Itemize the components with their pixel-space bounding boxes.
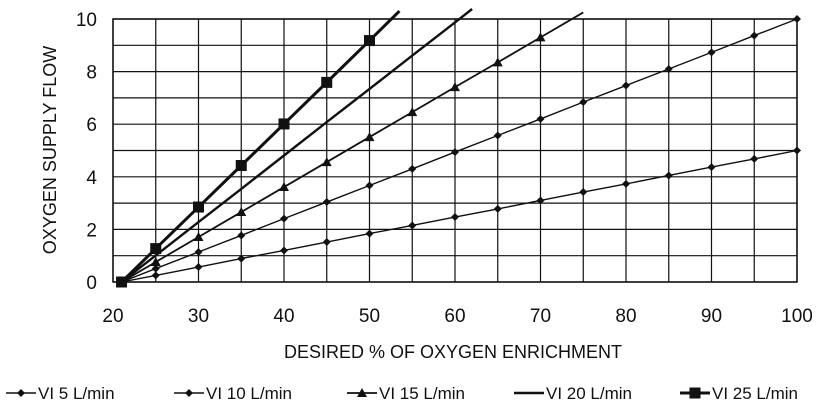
legend-item: VI 20 L/min bbox=[514, 384, 632, 403]
data-point bbox=[536, 114, 545, 123]
data-point bbox=[365, 181, 374, 190]
legend-label: VI 20 L/min bbox=[546, 384, 632, 403]
data-point bbox=[793, 15, 801, 23]
data-point bbox=[279, 182, 289, 192]
data-point bbox=[194, 263, 203, 272]
data-point bbox=[750, 31, 759, 40]
data-point bbox=[622, 81, 630, 90]
legend-item: VI 15 L/min bbox=[347, 384, 465, 403]
data-point bbox=[278, 118, 290, 130]
series-1 bbox=[117, 146, 801, 286]
data-point bbox=[151, 264, 160, 273]
legend-label: VI 15 L/min bbox=[379, 384, 465, 403]
data-point bbox=[750, 154, 759, 163]
data-point bbox=[321, 157, 332, 167]
data-point bbox=[193, 201, 204, 213]
data-point bbox=[364, 132, 375, 142]
y-tick-label: 8 bbox=[86, 63, 97, 84]
data-point bbox=[357, 388, 367, 397]
series-lines bbox=[116, 8, 801, 288]
legend-label: VI 25 L/min bbox=[712, 384, 798, 403]
data-point bbox=[535, 32, 546, 42]
legend-label: VI 10 L/min bbox=[206, 384, 292, 403]
data-point bbox=[579, 98, 588, 107]
data-point bbox=[17, 389, 25, 397]
data-point bbox=[450, 82, 460, 92]
legend-item: VI 5 L/min bbox=[6, 384, 115, 403]
data-point bbox=[493, 204, 502, 213]
series-3 bbox=[116, 11, 584, 286]
x-axis-title: DESIRED % OF OXYGEN ENRICHMENT bbox=[284, 342, 622, 362]
x-tick-label: 30 bbox=[188, 306, 209, 327]
data-point bbox=[194, 248, 203, 257]
tick-labels: 20 30 40 50 60 70 80 90 100 0 2 4 6 8 10 bbox=[76, 10, 813, 327]
data-point bbox=[150, 243, 162, 255]
x-tick-label: 90 bbox=[701, 306, 722, 327]
y-tick-label: 0 bbox=[86, 273, 97, 294]
data-point bbox=[689, 387, 701, 399]
series-line bbox=[121, 149, 798, 283]
data-point bbox=[185, 389, 193, 397]
series-4 bbox=[120, 8, 473, 283]
data-point bbox=[236, 207, 247, 217]
data-point bbox=[493, 131, 502, 140]
data-point bbox=[151, 271, 160, 280]
data-point bbox=[365, 229, 374, 238]
data-point bbox=[235, 159, 247, 171]
x-tick-label: 80 bbox=[615, 306, 636, 327]
data-point bbox=[664, 64, 673, 73]
data-point bbox=[322, 198, 331, 207]
x-tick-label: 70 bbox=[530, 306, 551, 327]
data-point bbox=[322, 238, 331, 247]
x-tick-label: 50 bbox=[359, 306, 380, 327]
data-point bbox=[280, 246, 288, 255]
data-point bbox=[707, 48, 716, 57]
data-point bbox=[237, 254, 246, 263]
data-point bbox=[408, 164, 417, 173]
series-5 bbox=[116, 10, 401, 288]
data-point bbox=[237, 231, 246, 240]
data-point bbox=[280, 214, 288, 223]
data-point bbox=[116, 276, 128, 288]
data-point bbox=[451, 213, 459, 222]
legend-label: VI 5 L/min bbox=[38, 384, 115, 403]
series-line bbox=[121, 11, 584, 283]
series-2 bbox=[117, 15, 801, 286]
series-line bbox=[120, 8, 473, 283]
data-point bbox=[451, 148, 459, 157]
data-point bbox=[492, 57, 503, 67]
series-line bbox=[120, 10, 401, 284]
data-point bbox=[408, 221, 417, 230]
x-tick-label: 40 bbox=[273, 306, 294, 327]
grid bbox=[112, 18, 798, 283]
x-tick-label: 60 bbox=[444, 306, 465, 327]
data-point bbox=[664, 171, 673, 180]
y-axis-title: OXYGEN SUPPLY FLOW bbox=[40, 46, 60, 254]
data-point bbox=[579, 188, 588, 197]
x-tick-label: 100 bbox=[781, 306, 813, 327]
y-tick-label: 10 bbox=[76, 10, 97, 31]
y-tick-label: 4 bbox=[86, 168, 97, 189]
data-point bbox=[407, 107, 418, 117]
y-tick-label: 2 bbox=[86, 220, 97, 241]
y-tick-label: 6 bbox=[86, 115, 97, 136]
data-point bbox=[707, 163, 716, 172]
data-point bbox=[793, 146, 801, 155]
data-point bbox=[193, 232, 204, 242]
data-point bbox=[150, 257, 161, 267]
legend-item: VI 25 L/min bbox=[680, 384, 798, 403]
data-point bbox=[364, 35, 375, 47]
legend: VI 5 L/min VI 10 L/min VI 15 L/min VI 20 L/… bbox=[6, 384, 798, 403]
data-point bbox=[536, 196, 545, 205]
data-point bbox=[622, 179, 630, 188]
data-point bbox=[321, 76, 333, 88]
legend-item: VI 10 L/min bbox=[174, 384, 292, 403]
x-tick-label: 20 bbox=[102, 306, 123, 327]
